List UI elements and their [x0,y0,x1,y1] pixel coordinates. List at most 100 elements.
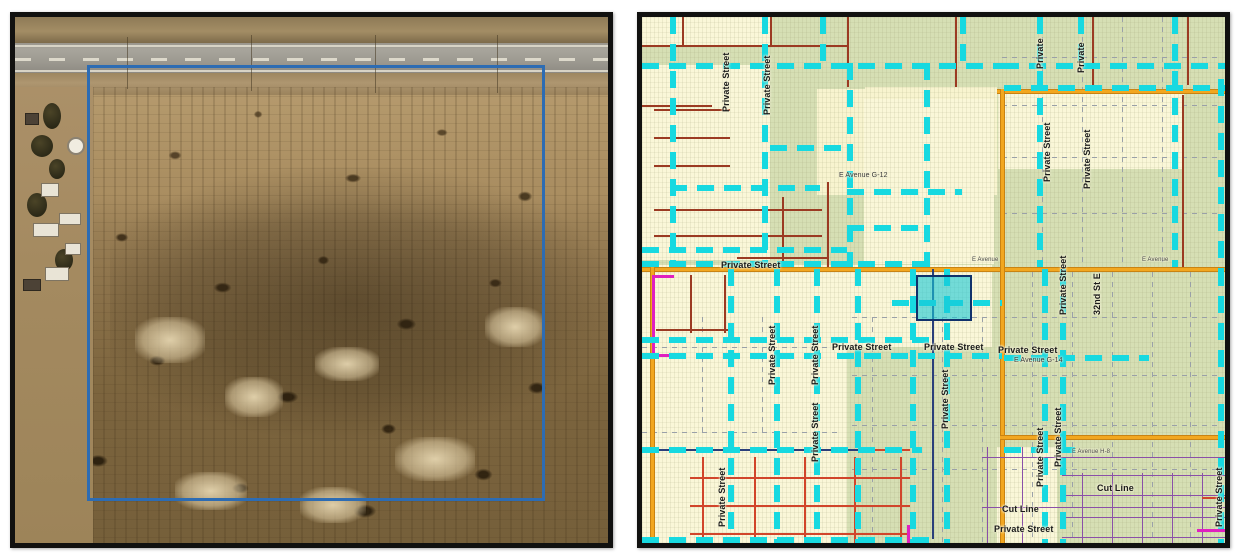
utility-pole-2 [251,35,252,91]
structure-1 [41,183,59,197]
sublot-gridline [1002,213,1222,214]
cut-line-purple [1022,447,1023,543]
easement-line [642,261,932,267]
utility-pole-4 [497,35,498,93]
section-boundary [932,269,934,539]
arterial-street-vertical[interactable] [1000,89,1005,267]
boundary-magenta [652,275,674,278]
sublot-gridline [1122,17,1123,267]
easement-line [960,17,966,65]
structure-3 [25,113,39,125]
sublot-gridline [852,469,1222,470]
utility-pole-1 [127,37,128,89]
clearing-2 [225,377,283,417]
lot-line-red [730,209,822,211]
zone-green-2 [997,172,1187,262]
lot-line-red [955,17,957,87]
cut-line-purple [1062,517,1225,518]
cut-line-purple [1062,537,1225,538]
easement-line [1037,17,1043,267]
lot-line-red [690,275,692,333]
easement-line [1042,269,1048,543]
sublot-gridline [982,317,983,542]
easement-line [1078,17,1084,63]
sublot-gridline [642,432,842,433]
lot-line-red [770,17,772,45]
clearing-3 [315,347,379,381]
lot-line-red [1202,497,1225,499]
lot-line-red [730,235,822,237]
easement-line [770,145,848,151]
sublot-gridline [1152,272,1153,537]
arterial-street-horizontal[interactable] [1000,435,1225,440]
sublot-gridline [1002,157,1222,158]
clearing-1 [135,317,205,363]
cut-line-purple [1062,495,1225,496]
easement-line [1218,269,1224,543]
sublot-gridline [762,317,763,437]
sublot-gridline [872,317,873,542]
boundary-magenta [1197,529,1225,532]
lot-line-red [782,197,784,265]
zone-pale-4 [998,89,1184,169]
adjacent-dirt-lot [15,87,93,543]
gis-map-canvas[interactable]: Private Street Private Street Private St… [642,17,1225,543]
structure-5 [65,243,81,255]
easement-line [670,17,676,267]
arterial-street-vertical[interactable] [650,267,655,543]
lot-line-red [654,165,730,167]
easement-line [642,337,932,343]
road-edge-line-north [15,45,608,47]
sublot-gridline [1002,57,1222,58]
lot-line-red [642,105,712,107]
lot-line-red [827,182,829,267]
cut-line-purple [1082,473,1083,543]
easement-line [820,17,826,65]
easement-line [642,537,932,543]
easement-line [670,185,820,191]
easement-line [855,269,861,543]
easement-line [924,63,930,267]
lot-line-red [702,457,704,543]
easement-line [814,269,820,543]
road-edge-line-south [15,70,608,72]
sublot-gridline [852,425,1222,426]
sublot-gridline [1072,272,1073,537]
sublot-gridline [702,317,703,437]
selected-parcel-highlight[interactable] [916,275,972,321]
easement-line [847,225,927,231]
sublot-gridline [1162,17,1163,267]
sublot-gridline [852,317,1222,318]
cut-line-purple [1112,473,1113,543]
cut-line-purple [982,507,1225,508]
subject-parcel-outline[interactable] [87,65,545,501]
utility-pole-3 [375,35,376,93]
arterial-street-vertical[interactable] [1000,267,1005,543]
road-center-dashes [15,58,608,61]
sublot-gridline [1190,272,1191,537]
easement-line [1002,63,1225,69]
structure-2 [59,213,81,225]
clearing-5 [485,307,545,347]
easement-line [642,247,847,253]
aerial-photo-canvas[interactable] [15,17,608,543]
cut-line-purple [1172,473,1173,543]
tree-1 [43,103,61,129]
easement-line [944,269,950,543]
sublot-gridline [1032,272,1033,537]
sublot-gridline [942,317,943,542]
easement-line [762,17,768,267]
structure-4 [33,223,59,237]
easement-line [847,189,962,195]
aerial-photo-panel[interactable] [10,12,613,548]
lot-line-red [804,457,806,543]
clearing-6 [175,472,247,510]
clearing-7 [300,487,366,523]
easement-line [1218,79,1224,269]
gis-parcel-map-panel[interactable]: Private Street Private Street Private St… [637,12,1230,548]
sublot-gridline [852,375,1222,376]
lot-line-red [724,275,726,333]
lot-line-red [654,209,730,211]
cut-line-purple [1062,475,1225,476]
cut-line-purple [1202,473,1203,543]
